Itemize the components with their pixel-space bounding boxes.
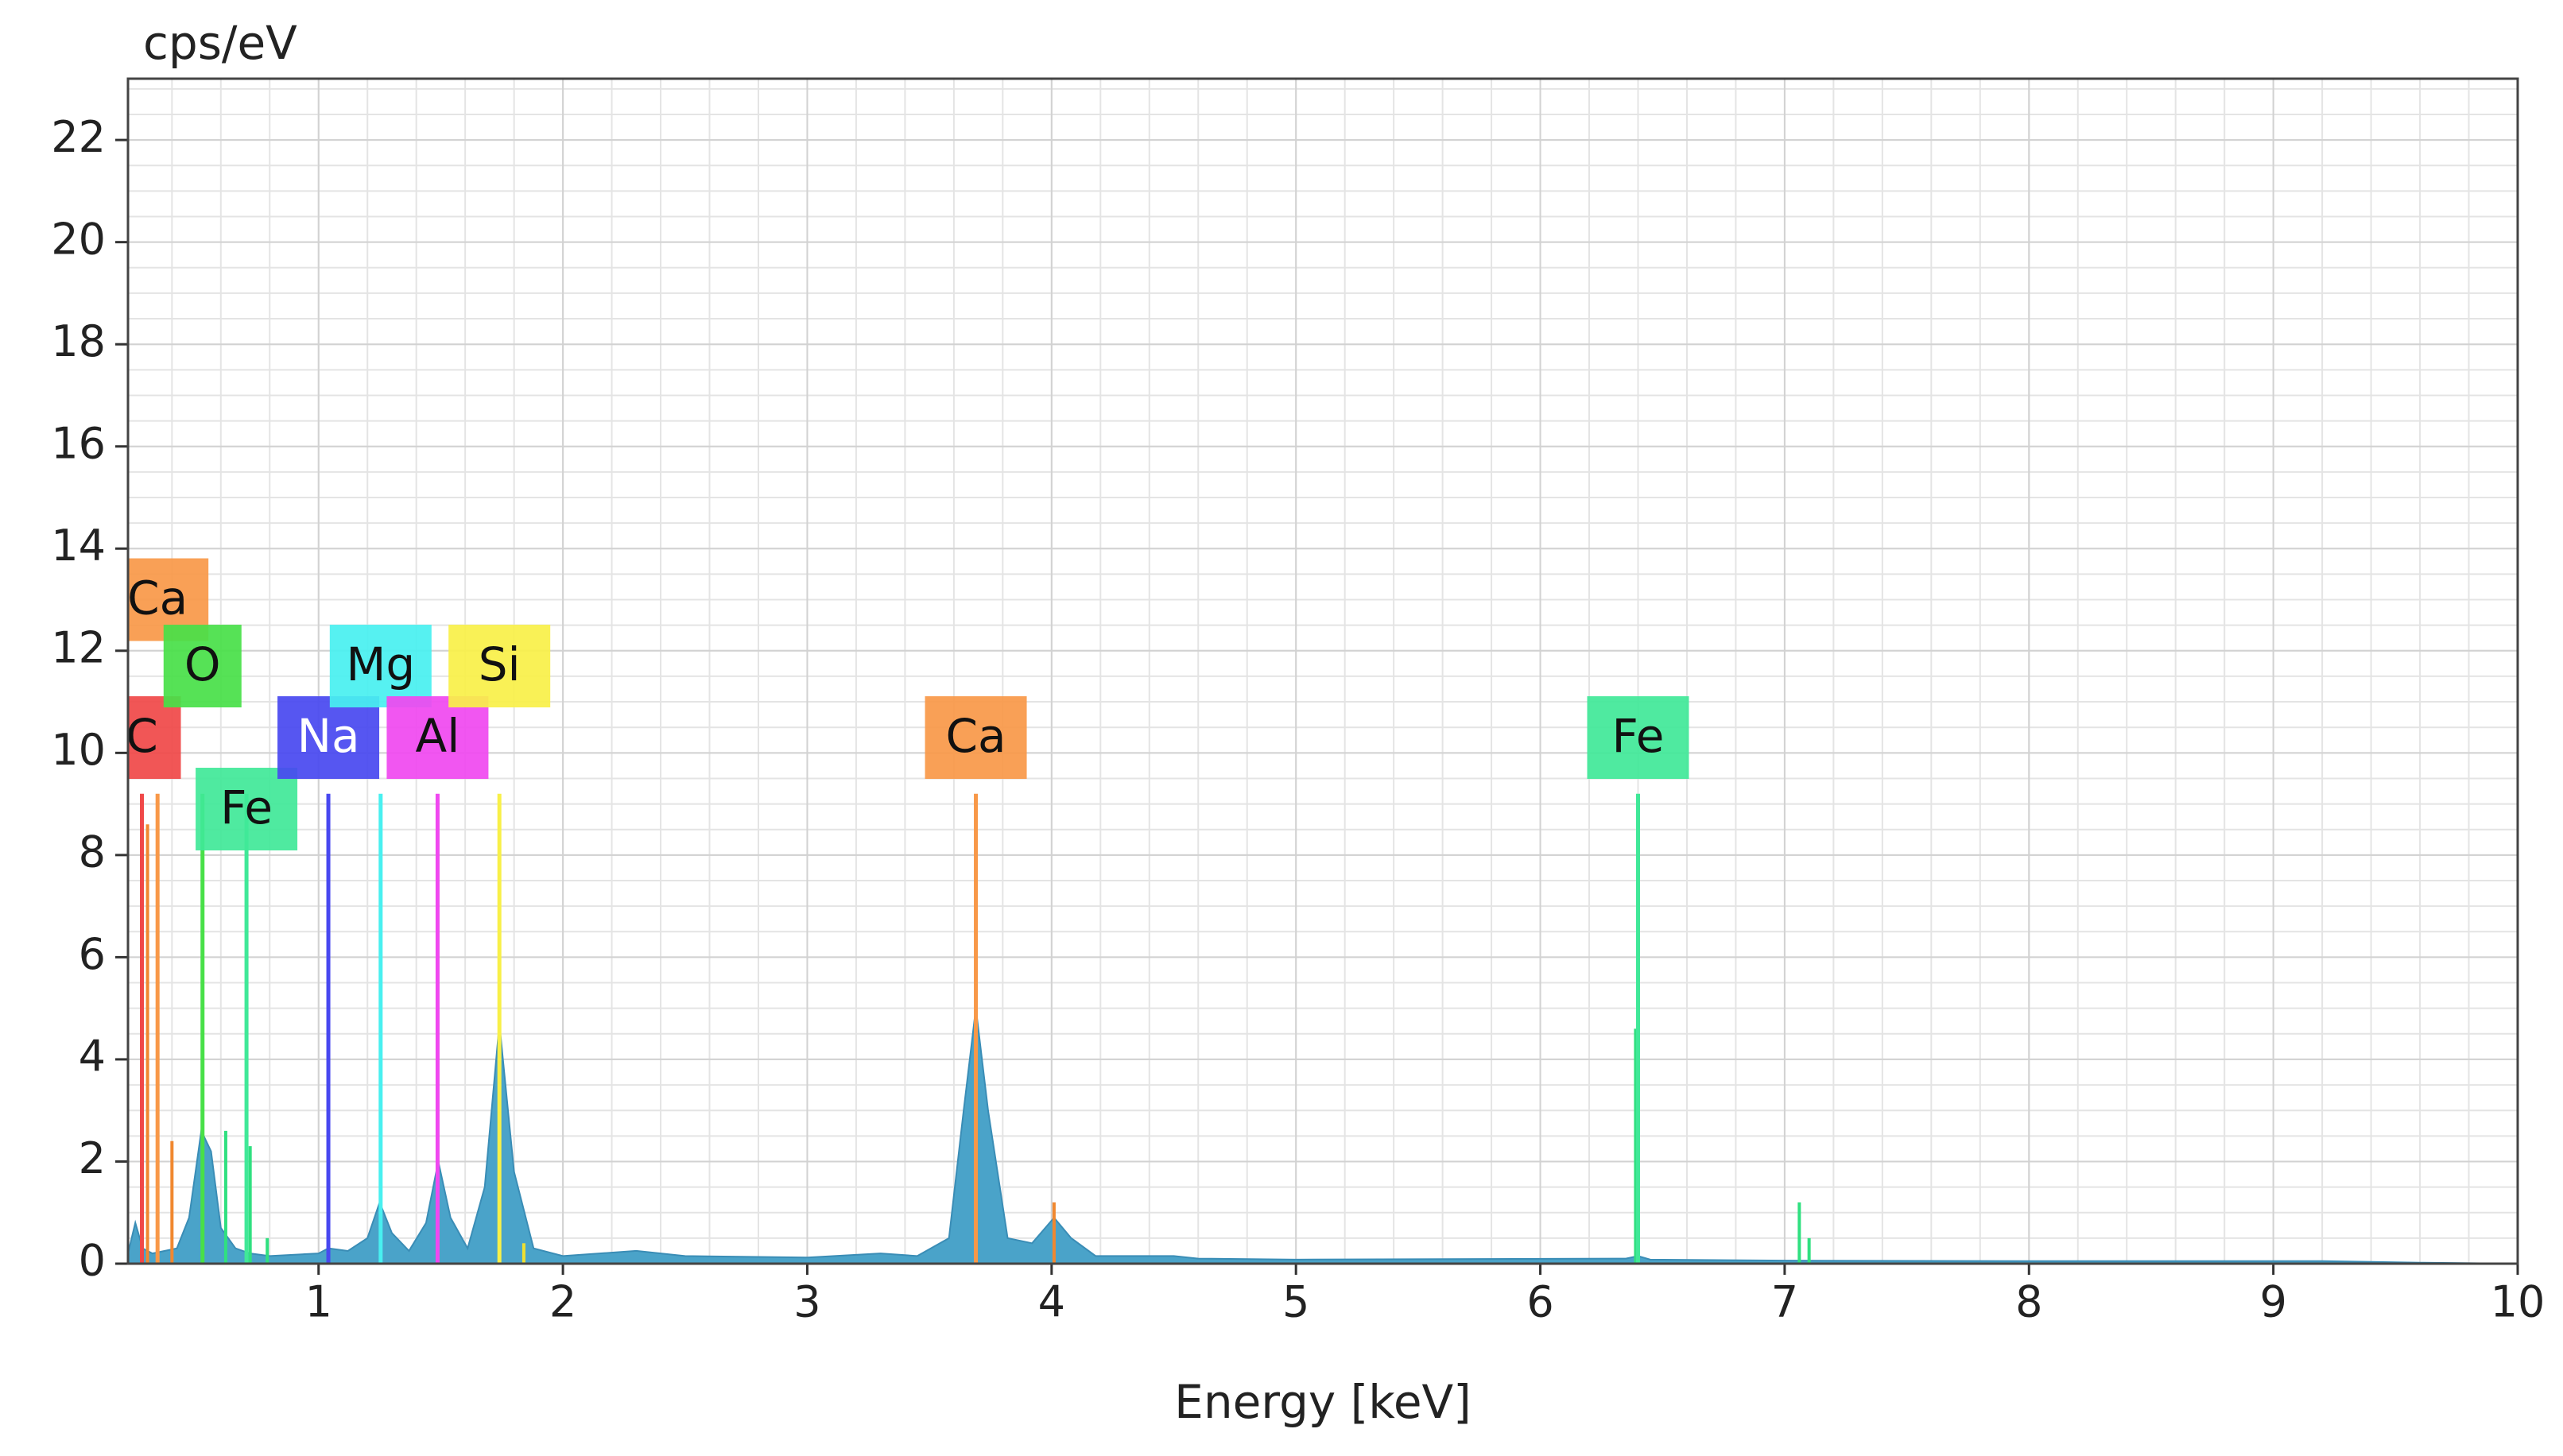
x-tick-label: 10 <box>2491 1277 2546 1327</box>
x-tick-label: 6 <box>1526 1277 1553 1327</box>
x-tick-label: 5 <box>1282 1277 1309 1327</box>
x-tick-label: 2 <box>549 1277 576 1327</box>
marker-label: O <box>184 637 221 691</box>
marker-label-box <box>277 696 380 780</box>
y-tick-label: 22 <box>51 112 106 162</box>
y-axis-title: cps/eV <box>143 16 297 70</box>
marker-label-box <box>386 696 489 780</box>
y-tick-label: 8 <box>79 827 106 877</box>
y-tick-label: 16 <box>51 418 106 468</box>
marker-label: Si <box>479 637 521 691</box>
y-tick-label: 0 <box>79 1236 106 1286</box>
x-axis-title: Energy [keV] <box>1174 1375 1471 1429</box>
x-tick-label: 4 <box>1038 1277 1065 1327</box>
marker-label: C <box>126 709 158 763</box>
marker-label-box <box>448 625 551 708</box>
marker-label: Fe <box>1612 709 1665 763</box>
y-tick-label: 20 <box>51 214 106 264</box>
y-tick-label: 14 <box>51 521 106 571</box>
grid <box>128 79 2518 1264</box>
marker-label: Fe <box>220 780 273 834</box>
x-tick-label: 7 <box>1771 1277 1798 1327</box>
marker-label: Na <box>297 709 360 763</box>
marker-label: Ca <box>946 709 1006 763</box>
marker-label: Mg <box>346 637 415 691</box>
plot-frame <box>126 77 2519 1265</box>
y-tick-label: 10 <box>51 725 106 775</box>
marker-label: Ca <box>127 571 188 625</box>
marker-label-box <box>1587 696 1689 780</box>
marker-label: Al <box>416 709 460 763</box>
marker-label-box <box>163 625 242 708</box>
y-tick-label: 4 <box>79 1032 106 1082</box>
marker-label-box <box>196 768 298 851</box>
y-tick-label: 6 <box>79 929 106 979</box>
x-tick-label: 3 <box>793 1277 820 1327</box>
spectrum-area <box>128 1008 2518 1264</box>
y-tick-label: 18 <box>51 316 106 366</box>
x-tick-label: 8 <box>2015 1277 2042 1327</box>
x-tick-label: 1 <box>305 1277 332 1327</box>
x-tick-label: 9 <box>2259 1277 2286 1327</box>
marker-label-box <box>128 696 181 780</box>
marker-label-box <box>329 625 432 708</box>
marker-label-box <box>925 696 1027 780</box>
y-tick-label: 2 <box>79 1133 106 1183</box>
y-tick-label: 12 <box>51 622 106 672</box>
